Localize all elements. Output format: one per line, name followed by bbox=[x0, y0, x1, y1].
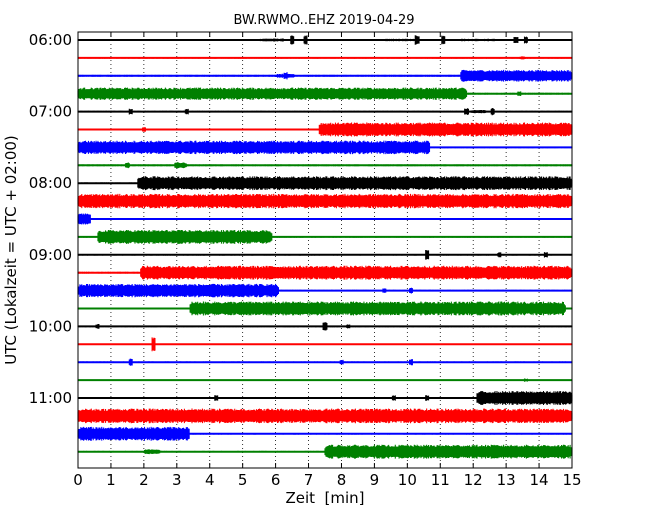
x-tick-label-3: 3 bbox=[172, 471, 182, 489]
x-tick-label-7: 7 bbox=[304, 471, 314, 489]
y-tick-label-08:00: 08:00 bbox=[29, 174, 72, 192]
x-tick-label-13: 13 bbox=[497, 471, 516, 489]
y-tick-label-10:00: 10:00 bbox=[29, 317, 72, 335]
y-tick-label-11:00: 11:00 bbox=[29, 389, 72, 407]
y-tick-label-09:00: 09:00 bbox=[29, 246, 72, 264]
x-tick-label-6: 6 bbox=[271, 471, 281, 489]
x-tick-label-8: 8 bbox=[337, 471, 347, 489]
x-tick-label-14: 14 bbox=[530, 471, 549, 489]
x-tick-label-11: 11 bbox=[431, 471, 450, 489]
x-axis-label: Zeit [min] bbox=[285, 489, 364, 507]
x-tick-label-9: 9 bbox=[370, 471, 380, 489]
x-tick-label-15: 15 bbox=[562, 471, 581, 489]
y-tick-label-07:00: 07:00 bbox=[29, 103, 72, 121]
seismogram-traces bbox=[77, 35, 573, 459]
y-axis-label: UTC (Lokalzeit = UTC + 02:00) bbox=[2, 135, 20, 365]
x-tick-label-5: 5 bbox=[238, 471, 248, 489]
x-tick-label-10: 10 bbox=[398, 471, 417, 489]
chart-title: BW.RWMO..EHZ 2019-04-29 bbox=[233, 13, 414, 28]
grid-lines bbox=[110, 32, 540, 468]
x-tick-label-1: 1 bbox=[106, 471, 116, 489]
x-tick-label-2: 2 bbox=[139, 471, 149, 489]
axis-ticks: 0 1 2 3 4 5 6 7 8 9 10 11 12 13 14 1506:0007:0008:0009:… bbox=[29, 31, 582, 489]
x-tick-label-4: 4 bbox=[205, 471, 215, 489]
x-tick-label-12: 12 bbox=[464, 471, 483, 489]
x-tick-label-0: 0 bbox=[73, 471, 83, 489]
plot-frame bbox=[77, 31, 573, 469]
y-tick-label-06:00: 06:00 bbox=[29, 31, 72, 49]
